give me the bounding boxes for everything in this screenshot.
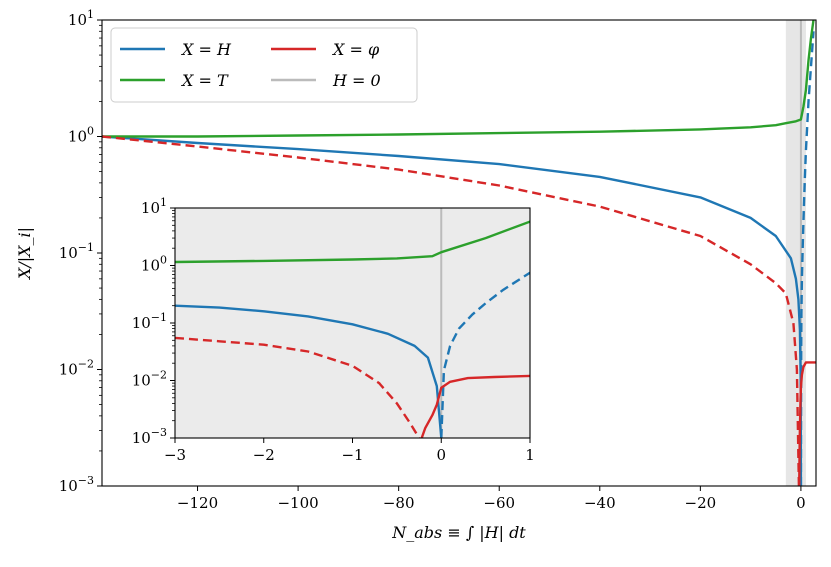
y-tick-label: 100: [68, 125, 94, 146]
legend-label: X = φ: [331, 40, 380, 59]
series-line-4: [798, 361, 816, 486]
y-tick-label: 10−2: [59, 358, 94, 379]
x-tick-label: 0: [796, 494, 806, 512]
x-tick-label: −2: [253, 446, 275, 464]
series-line-2: [102, 20, 815, 138]
series-line-0: [102, 135, 803, 486]
x-axis-label: N_abs ≡ ∫ |H| dt: [391, 523, 526, 542]
x-tick-label: 0: [436, 446, 446, 464]
legend-label: H = 0: [332, 71, 381, 90]
inset-plot: −3 −2 −1 0 1 10−3 10−2 10−1 100 101: [132, 196, 535, 464]
x-tick-label: −3: [164, 446, 186, 464]
series-line-3: [102, 135, 801, 486]
plot-area: [175, 208, 530, 438]
series-line-1: [799, 31, 815, 486]
x-tick-label: −80: [383, 494, 415, 512]
legend-label: X = T: [180, 71, 229, 90]
series-line-2: [175, 220, 530, 264]
y-tick-label: 10−3: [59, 474, 94, 495]
y-tick-label: 10−1: [132, 311, 167, 332]
y-tick-label: 100: [141, 254, 167, 275]
x-tick-label: −100: [277, 494, 318, 512]
x-tick-label: −60: [483, 494, 515, 512]
x-tick-label: 1: [525, 446, 535, 464]
y-tick-label: 101: [141, 196, 167, 217]
series-line-0: [175, 304, 443, 438]
legend: X = H X = T X = φ H = 0: [110, 27, 418, 103]
y-tick-label: 10−1: [59, 241, 94, 262]
y-tick-label: 10−3: [132, 426, 167, 447]
y-axis-label: X/|X_i|: [15, 227, 34, 281]
x-tick-label: −1: [341, 446, 363, 464]
x-tick-label: −20: [685, 494, 717, 512]
series-line-3: [175, 336, 421, 438]
x-tick-label: −40: [584, 494, 616, 512]
y-tick-label: 101: [68, 8, 94, 29]
shaded-region: [785, 20, 806, 486]
series-line-4: [420, 374, 530, 438]
y-tick-label: 10−2: [132, 369, 167, 390]
x-tick-label: −120: [177, 494, 218, 512]
legend-box: [110, 27, 418, 103]
series-line-1: [440, 271, 530, 438]
legend-label: X = H: [180, 40, 232, 59]
